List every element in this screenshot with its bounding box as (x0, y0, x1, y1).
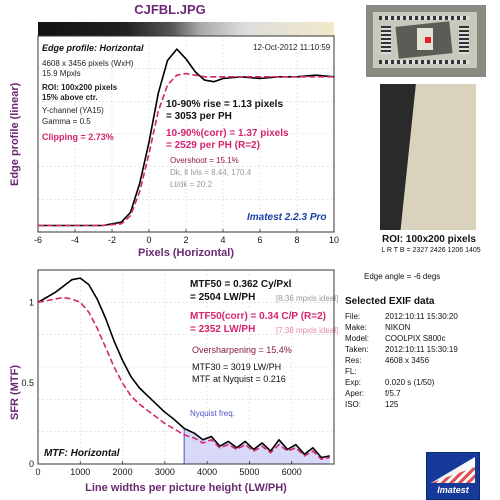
x-tick-label: 2 (183, 235, 188, 245)
corrected-series-line (37, 296, 330, 460)
oversharpening-label: Oversharpening = 15.4% (192, 345, 292, 355)
mtf-chart: 0 1000 2000 3000 4000 5000 6000 0 0.5 1 (21, 269, 335, 477)
x-tick-label: 6 (257, 235, 262, 245)
exif-value: f/5.7 (385, 389, 401, 398)
x-tick-label: 5000 (239, 467, 259, 477)
exif-value: COOLPIX S800c (385, 334, 446, 343)
exif-row: ISO: 125 (345, 400, 398, 409)
exif-key: Res: (345, 356, 362, 365)
edge-overshoot: Overshoot = 15.1% (170, 156, 239, 165)
corrected-series-line (38, 72, 334, 227)
exif-row: FL: (345, 367, 385, 376)
edge-ltdk: Lt/dk = 20.2 (170, 180, 213, 189)
x-tick-label: -4 (71, 235, 79, 245)
x-tick-label: 6000 (282, 467, 302, 477)
mtf50-ideal: [8.36 mpxls ideal] (276, 294, 339, 303)
measured-series-line (38, 48, 335, 227)
exif-row: Make: NIKON (345, 323, 410, 332)
mtf-x-axis-label: Line widths per picture height (LW/PH) (85, 482, 287, 494)
exif-key: Aper: (345, 389, 365, 398)
x-tick-label: 3000 (155, 467, 175, 477)
mtf50-line2: = 2504 LW/PH (190, 292, 256, 303)
mtf50-corr-line2: = 2352 LW/PH (190, 324, 256, 335)
x-tick-label: -2 (108, 235, 116, 245)
edge-angle: Edge angle = -6 degs (364, 272, 441, 281)
exif-key: Model: (345, 334, 370, 343)
nyquist-region (184, 428, 330, 464)
mtf-heading: MTF: Horizontal (44, 448, 120, 459)
y-tick-label: 0 (29, 459, 34, 469)
test-chart-thumbnail (366, 5, 486, 77)
roi-title: ROI: 100x200 pixels (382, 234, 476, 245)
exif-row: Model: COOLPIX S800c (345, 334, 445, 343)
mtf50-corr-ideal: [7.38 mpxls ideal] (276, 326, 339, 335)
edge-mpxls: 15.9 Mpxls (42, 69, 81, 78)
x-tick-label: -6 (34, 235, 42, 245)
edge-roi-line2: 15% above ctr. (42, 93, 98, 102)
plot-frame (37, 269, 335, 465)
exif-value: 4608 x 3456 (385, 356, 430, 365)
x-tick-label: 10 (329, 235, 339, 245)
edge-gamma: Gamma = 0.5 (42, 117, 91, 126)
imatest-logo: Imatest (426, 452, 480, 500)
mtf-at-nyquist-label: MTF at Nyquist = 0.216 (192, 374, 286, 384)
exif-row: Aper: f/5.7 (345, 389, 401, 398)
mtf50-corr-line1: MTF50(corr) = 0.34 C/P (R=2) (190, 311, 326, 322)
edge-rise-line1: 10-90% rise = 1.13 pixels (166, 99, 284, 110)
x-tick-label: 2000 (113, 467, 133, 477)
mtf-y-axis-label: SFR (MTF) (9, 365, 21, 420)
imatest-version-label: Imatest 2.2.3 Pro (247, 212, 327, 223)
edge-roi-line1: ROI: 100x200 pixels (42, 83, 118, 92)
exif-key: File: (345, 312, 361, 321)
edge-pixels: 4608 x 3456 pixels (WxH) (42, 59, 134, 68)
edge-gradient-bar (38, 22, 334, 36)
measured-series-line (37, 277, 330, 459)
edge-y-axis-label: Edge profile (linear) (9, 82, 21, 186)
x-tick-label: 0 (35, 467, 40, 477)
edge-corr-line1: 10-90%(corr) = 1.37 pixels (166, 128, 289, 139)
exif-title: Selected EXIF data (345, 296, 435, 307)
edge-corr-line2: = 2529 per PH (R=2) (166, 140, 260, 151)
roi-crop-image (380, 84, 476, 230)
y-tick-label: 0.5 (21, 378, 34, 388)
imatest-logo-text: Imatest (437, 485, 469, 495)
exif-value: 2012:10:11 15:30:19 (385, 345, 458, 354)
nyquist-freq-label: Nyquist freq. (190, 409, 235, 418)
exif-value: 125 (385, 400, 399, 409)
roi-lrtb: L R T B = 2327 2426 1206 1405 (381, 247, 481, 254)
exif-value: 0.020 s (1/50) (385, 378, 435, 387)
exif-row: Exp: 0.020 s (1/50) (345, 378, 434, 387)
x-tick-label: 0 (146, 235, 151, 245)
x-tick-label: 4 (220, 235, 225, 245)
mtf30-label: MTF30 = 3019 LW/PH (192, 362, 282, 372)
edge-rise-line2: = 3053 per PH (166, 111, 232, 122)
exif-row: File: 2012:10:11 15:30:20 (345, 312, 458, 321)
edge-clipping: Clipping = 2.73% (42, 132, 114, 142)
exif-key: ISO: (345, 400, 362, 409)
mtf50-line1: MTF50 = 0.362 Cy/Pxl (190, 279, 292, 290)
edge-heading: Edge profile: Horizontal (42, 43, 144, 53)
x-tick-label: 1000 (70, 467, 90, 477)
exif-key: Make: (345, 323, 367, 332)
exif-row: Res: 4608 x 3456 (345, 356, 429, 365)
exif-key: Taken: (345, 345, 369, 354)
exif-value: 2012:10:11 15:30:20 (385, 312, 458, 321)
edge-x-axis-label: Pixels (Horizontal) (138, 247, 234, 259)
edge-dk-lvls: Dk, lt lvls = 8.44, 170.4 (170, 168, 252, 177)
x-tick-label: 8 (294, 235, 299, 245)
window-title: CJFBL.JPG (134, 2, 206, 17)
exif-row: Taken: 2012:10:11 15:30:19 (345, 345, 458, 354)
x-tick-label: 4000 (197, 467, 217, 477)
exif-value: NIKON (385, 323, 411, 332)
edge-profile-chart: -6 -4 -2 0 2 4 6 8 10 (34, 35, 339, 245)
exif-key: FL: (345, 367, 357, 376)
exif-key: Exp: (345, 378, 362, 387)
y-tick-label: 1 (29, 297, 34, 307)
edge-channel: Y-channel (YA15) (42, 106, 104, 115)
edge-date: 12-Oct-2012 11:10:59 (253, 43, 331, 52)
